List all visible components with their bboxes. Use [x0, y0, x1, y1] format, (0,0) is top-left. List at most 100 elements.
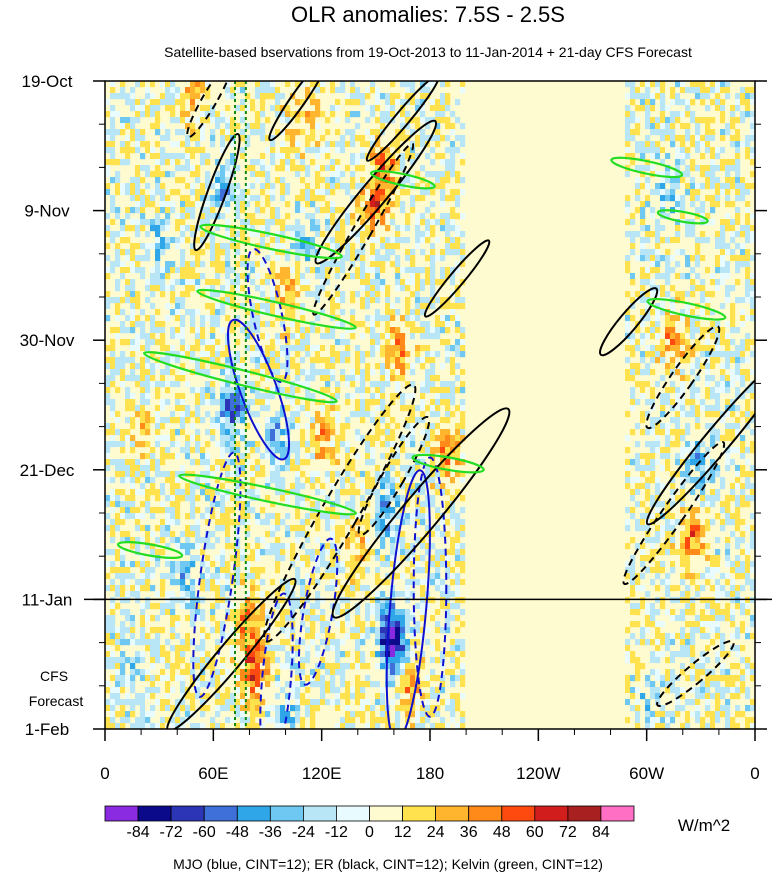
field-cell: [390, 417, 396, 424]
field-cell: [335, 231, 341, 238]
field-cell: [715, 267, 721, 274]
field-cell: [735, 369, 741, 376]
field-cell: [235, 405, 241, 412]
field-cell: [670, 93, 676, 100]
field-cell: [390, 387, 396, 394]
field-cell: [715, 483, 721, 490]
field-cell: [365, 117, 371, 124]
field-cell: [370, 417, 376, 424]
field-cell: [400, 351, 406, 358]
field-cell: [180, 375, 186, 382]
field-cell: [650, 333, 656, 340]
field-cell: [210, 201, 216, 208]
field-cell: [135, 219, 141, 226]
field-cell: [640, 165, 646, 172]
field-cell: [140, 351, 146, 358]
field-cell: [120, 231, 126, 238]
field-cell: [170, 477, 176, 484]
field-cell: [320, 453, 326, 460]
field-cell: [700, 405, 706, 412]
field-cell: [305, 279, 311, 286]
field-cell: [105, 93, 111, 100]
field-cell: [210, 489, 216, 496]
field-cell: [370, 273, 376, 280]
field-cell: [435, 237, 441, 244]
field-cell: [405, 417, 411, 424]
field-cell: [425, 183, 431, 190]
field-cell: [670, 267, 676, 274]
field-cell: [145, 309, 151, 316]
field-cell: [405, 381, 411, 388]
field-cell: [265, 357, 271, 364]
field-cell: [440, 429, 446, 436]
field-cell: [150, 225, 156, 232]
field-cell: [390, 177, 396, 184]
field-cell: [130, 129, 136, 136]
field-cell: [400, 111, 406, 118]
field-cell: [735, 297, 741, 304]
field-cell: [385, 411, 391, 418]
field-cell: [715, 387, 721, 394]
field-cell: [125, 255, 131, 262]
field-cell: [330, 477, 336, 484]
field-cell: [190, 351, 196, 358]
field-cell: [265, 117, 271, 124]
field-cell: [355, 183, 361, 190]
field-cell: [430, 273, 436, 280]
field-cell: [170, 87, 176, 94]
field-cell: [155, 99, 161, 106]
field-cell: [185, 147, 191, 154]
field-cell: [370, 207, 376, 214]
field-cell: [740, 249, 746, 256]
field-cell: [190, 315, 196, 322]
field-cell: [320, 183, 326, 190]
field-cell: [265, 171, 271, 178]
field-cell: [345, 423, 351, 430]
field-cell: [650, 393, 656, 400]
field-cell: [360, 351, 366, 358]
field-cell: [740, 255, 746, 262]
field-cell: [400, 477, 406, 484]
field-cell: [115, 309, 121, 316]
field-cell: [245, 201, 251, 208]
field-cell: [230, 153, 236, 160]
field-cell: [120, 81, 126, 88]
field-cell: [395, 129, 401, 136]
field-cell: [340, 261, 346, 268]
field-cell: [135, 195, 141, 202]
field-cell: [360, 285, 366, 292]
field-cell: [265, 261, 271, 268]
field-cell: [215, 243, 221, 250]
field-cell: [385, 105, 391, 112]
field-cell: [635, 177, 641, 184]
field-cell: [265, 279, 271, 286]
field-cell: [330, 201, 336, 208]
field-cell: [235, 231, 241, 238]
field-cell: [125, 495, 131, 502]
field-cell: [180, 99, 186, 106]
field-cell: [710, 153, 716, 160]
field-cell: [350, 465, 356, 472]
field-cell: [680, 135, 686, 142]
field-cell: [380, 417, 386, 424]
field-cell: [260, 87, 266, 94]
field-cell: [275, 231, 281, 238]
field-cell: [660, 291, 666, 298]
field-cell: [730, 381, 736, 388]
field-cell: [375, 237, 381, 244]
field-cell: [290, 123, 296, 130]
field-cell: [360, 87, 366, 94]
field-cell: [275, 303, 281, 310]
field-cell: [380, 309, 386, 316]
field-cell: [220, 459, 226, 466]
field-cell: [195, 447, 201, 454]
field-cell: [445, 135, 451, 142]
field-cell: [115, 513, 121, 520]
field-cell: [115, 249, 121, 256]
field-cell: [395, 165, 401, 172]
field-cell: [285, 309, 291, 316]
field-cell: [370, 201, 376, 208]
field-cell: [190, 261, 196, 268]
field-cell: [120, 261, 126, 268]
field-cell: [695, 357, 701, 364]
